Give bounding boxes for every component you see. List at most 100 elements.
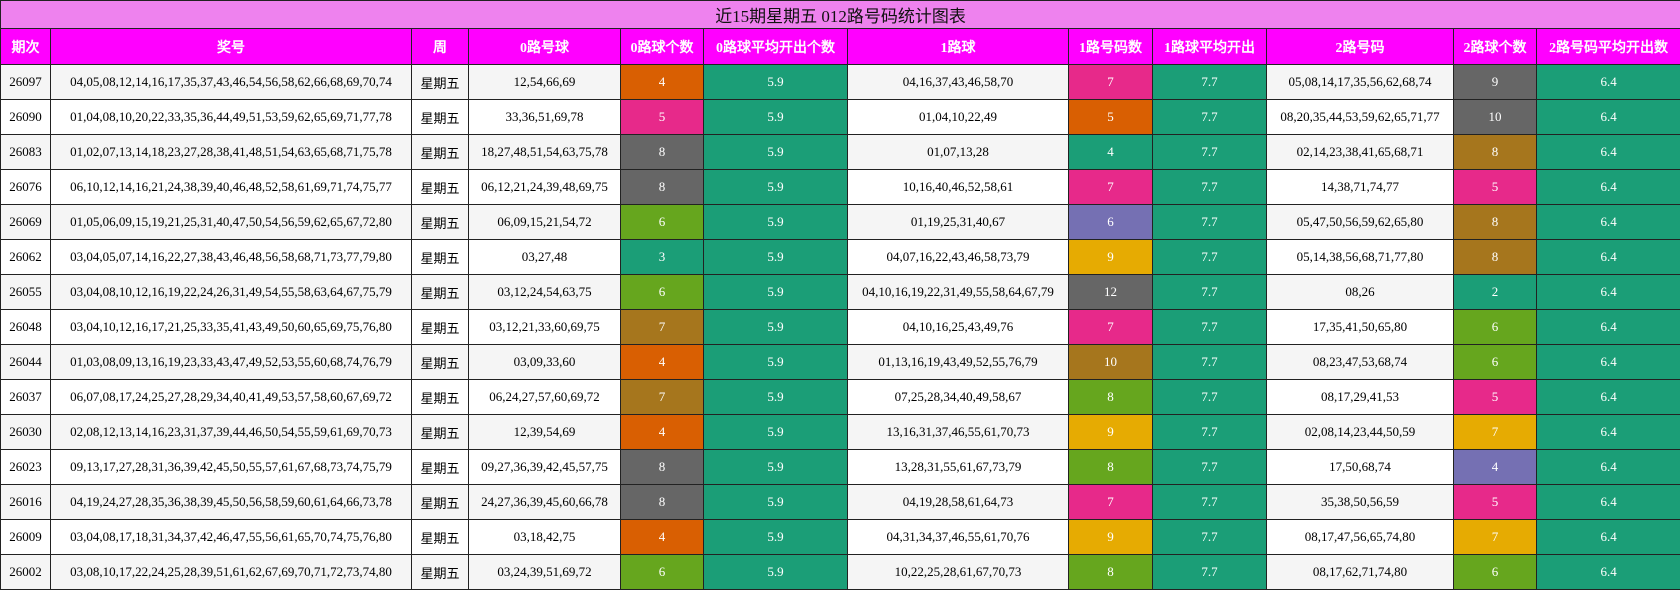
table-cell: 7 <box>1453 414 1537 450</box>
table-cell: 03,04,05,07,14,16,22,27,38,43,46,48,56,5… <box>50 239 412 275</box>
table-cell: 4 <box>620 414 704 450</box>
table-cell: 12,39,54,69 <box>468 414 621 450</box>
table-cell: 5 <box>1068 99 1153 135</box>
table-row: 26030 02,08,12,13,14,16,23,31,37,39,44,46… <box>0 414 1680 450</box>
table-cell: 5.9 <box>703 519 848 555</box>
table-cell: 03,04,10,12,16,17,21,25,33,35,41,43,49,5… <box>50 309 412 345</box>
table-cell: 01,02,07,13,14,18,23,27,28,38,41,48,51,5… <box>50 134 412 170</box>
header-cell: 期次 <box>0 28 51 65</box>
table-cell: 04,10,16,25,43,49,76 <box>847 309 1069 345</box>
table-cell: 26055 <box>0 274 51 310</box>
table-cell: 星期五 <box>411 239 469 275</box>
table-cell: 星期五 <box>411 379 469 415</box>
table-cell: 6.4 <box>1535 309 1680 345</box>
table-cell: 26002 <box>0 554 51 590</box>
table-cell: 5.9 <box>703 274 848 310</box>
table-cell: 7.7 <box>1152 449 1267 485</box>
table-cell: 01,04,08,10,20,22,33,35,36,44,49,51,53,5… <box>50 99 412 135</box>
table-cell: 05,08,14,17,35,56,62,68,74 <box>1266 64 1454 100</box>
table-cell: 星期五 <box>411 309 469 345</box>
table-cell: 6.4 <box>1535 519 1680 555</box>
table-cell: 03,12,21,33,60,69,75 <box>468 309 621 345</box>
table-cell: 03,04,08,17,18,31,34,37,42,46,47,55,56,6… <box>50 519 412 555</box>
table-cell: 10 <box>1068 344 1153 380</box>
table-cell: 26044 <box>0 344 51 380</box>
table-cell: 6 <box>620 554 704 590</box>
table-cell: 4 <box>620 519 704 555</box>
header-cell: 周 <box>411 28 469 65</box>
table-cell: 6.4 <box>1535 64 1680 100</box>
table-cell: 26016 <box>0 484 51 520</box>
header-cell: 0路球个数 <box>620 28 704 65</box>
table-cell: 06,07,08,17,24,25,27,28,29,34,40,41,49,5… <box>50 379 412 415</box>
table-cell: 星期五 <box>411 449 469 485</box>
table-cell: 26062 <box>0 239 51 275</box>
table-cell: 6 <box>1453 554 1537 590</box>
table-row: 26048 03,04,10,12,16,17,21,25,33,35,41,43… <box>0 309 1680 345</box>
table-row: 26097 04,05,08,12,14,16,17,35,37,43,46,54… <box>0 64 1680 100</box>
table-cell: 01,05,06,09,15,19,21,25,31,40,47,50,54,5… <box>50 204 412 240</box>
table-cell: 6.4 <box>1535 134 1680 170</box>
header-cell: 2路号码 <box>1266 28 1454 65</box>
table-cell: 9 <box>1068 414 1153 450</box>
table-cell: 04,10,16,19,22,31,49,55,58,64,67,79 <box>847 274 1069 310</box>
header-row: 期次 奖号周 0路号球 0路球个数 0路球平均开出个数 1路球 1路号码数 1路球平均开出 2路… <box>0 28 1680 65</box>
table-cell: 13,28,31,55,61,67,73,79 <box>847 449 1069 485</box>
table-cell: 4 <box>1453 449 1537 485</box>
table-cell: 7.7 <box>1152 169 1267 205</box>
table-row: 26069 01,05,06,09,15,19,21,25,31,40,47,50… <box>0 204 1680 240</box>
table-cell: 3 <box>620 239 704 275</box>
table-cell: 星期五 <box>411 414 469 450</box>
table-cell: 17,50,68,74 <box>1266 449 1454 485</box>
table-cell: 5.9 <box>703 414 848 450</box>
table-cell: 星期五 <box>411 64 469 100</box>
table-cell: 6 <box>1068 204 1153 240</box>
table-cell: 6 <box>1453 309 1537 345</box>
table-cell: 8 <box>1453 134 1537 170</box>
table-cell: 26083 <box>0 134 51 170</box>
table-cell: 26048 <box>0 309 51 345</box>
table-cell: 26076 <box>0 169 51 205</box>
table-cell: 08,17,62,71,74,80 <box>1266 554 1454 590</box>
table-cell: 7.7 <box>1152 309 1267 345</box>
table-row: 26062 03,04,05,07,14,16,22,27,38,43,46,48… <box>0 239 1680 275</box>
table-cell: 5.9 <box>703 309 848 345</box>
table-cell: 5 <box>620 99 704 135</box>
table-cell: 6.4 <box>1535 484 1680 520</box>
table-cell: 8 <box>620 134 704 170</box>
table-cell: 10,22,25,28,61,67,70,73 <box>847 554 1069 590</box>
table-cell: 24,27,36,39,45,60,66,78 <box>468 484 621 520</box>
table-cell: 6.4 <box>1535 169 1680 205</box>
table-cell: 8 <box>1068 379 1153 415</box>
table-cell: 2 <box>1453 274 1537 310</box>
table-cell: 5.9 <box>703 344 848 380</box>
table-cell: 8 <box>1453 239 1537 275</box>
table-cell: 04,31,34,37,46,55,61,70,76 <box>847 519 1069 555</box>
table-cell: 26009 <box>0 519 51 555</box>
header-cell: 奖号 <box>50 28 412 65</box>
table-cell: 6.4 <box>1535 239 1680 275</box>
table-cell: 07,25,28,34,40,49,58,67 <box>847 379 1069 415</box>
table-cell: 05,47,50,56,59,62,65,80 <box>1266 204 1454 240</box>
header-cell: 0路号球 <box>468 28 621 65</box>
table-cell: 06,12,21,24,39,48,69,75 <box>468 169 621 205</box>
table-cell: 03,24,39,51,69,72 <box>468 554 621 590</box>
table-cell: 03,09,33,60 <box>468 344 621 380</box>
table-cell: 17,35,41,50,65,80 <box>1266 309 1454 345</box>
table-cell: 03,18,42,75 <box>468 519 621 555</box>
table-row: 26023 09,13,17,27,28,31,36,39,42,45,50,55… <box>0 449 1680 485</box>
table-cell: 5.9 <box>703 204 848 240</box>
table-row: 26090 01,04,08,10,20,22,33,35,36,44,49,51… <box>0 99 1680 135</box>
table-cell: 05,14,38,56,68,71,77,80 <box>1266 239 1454 275</box>
table-cell: 星期五 <box>411 204 469 240</box>
table-cell: 7 <box>1068 484 1153 520</box>
table-cell: 9 <box>1453 64 1537 100</box>
table-cell: 5 <box>1453 169 1537 205</box>
table-cell: 08,26 <box>1266 274 1454 310</box>
table-cell: 9 <box>1068 239 1153 275</box>
table-row: 26037 06,07,08,17,24,25,27,28,29,34,40,41… <box>0 379 1680 415</box>
table-cell: 7.7 <box>1152 64 1267 100</box>
table-cell: 08,17,29,41,53 <box>1266 379 1454 415</box>
table-cell: 04,19,28,58,61,64,73 <box>847 484 1069 520</box>
